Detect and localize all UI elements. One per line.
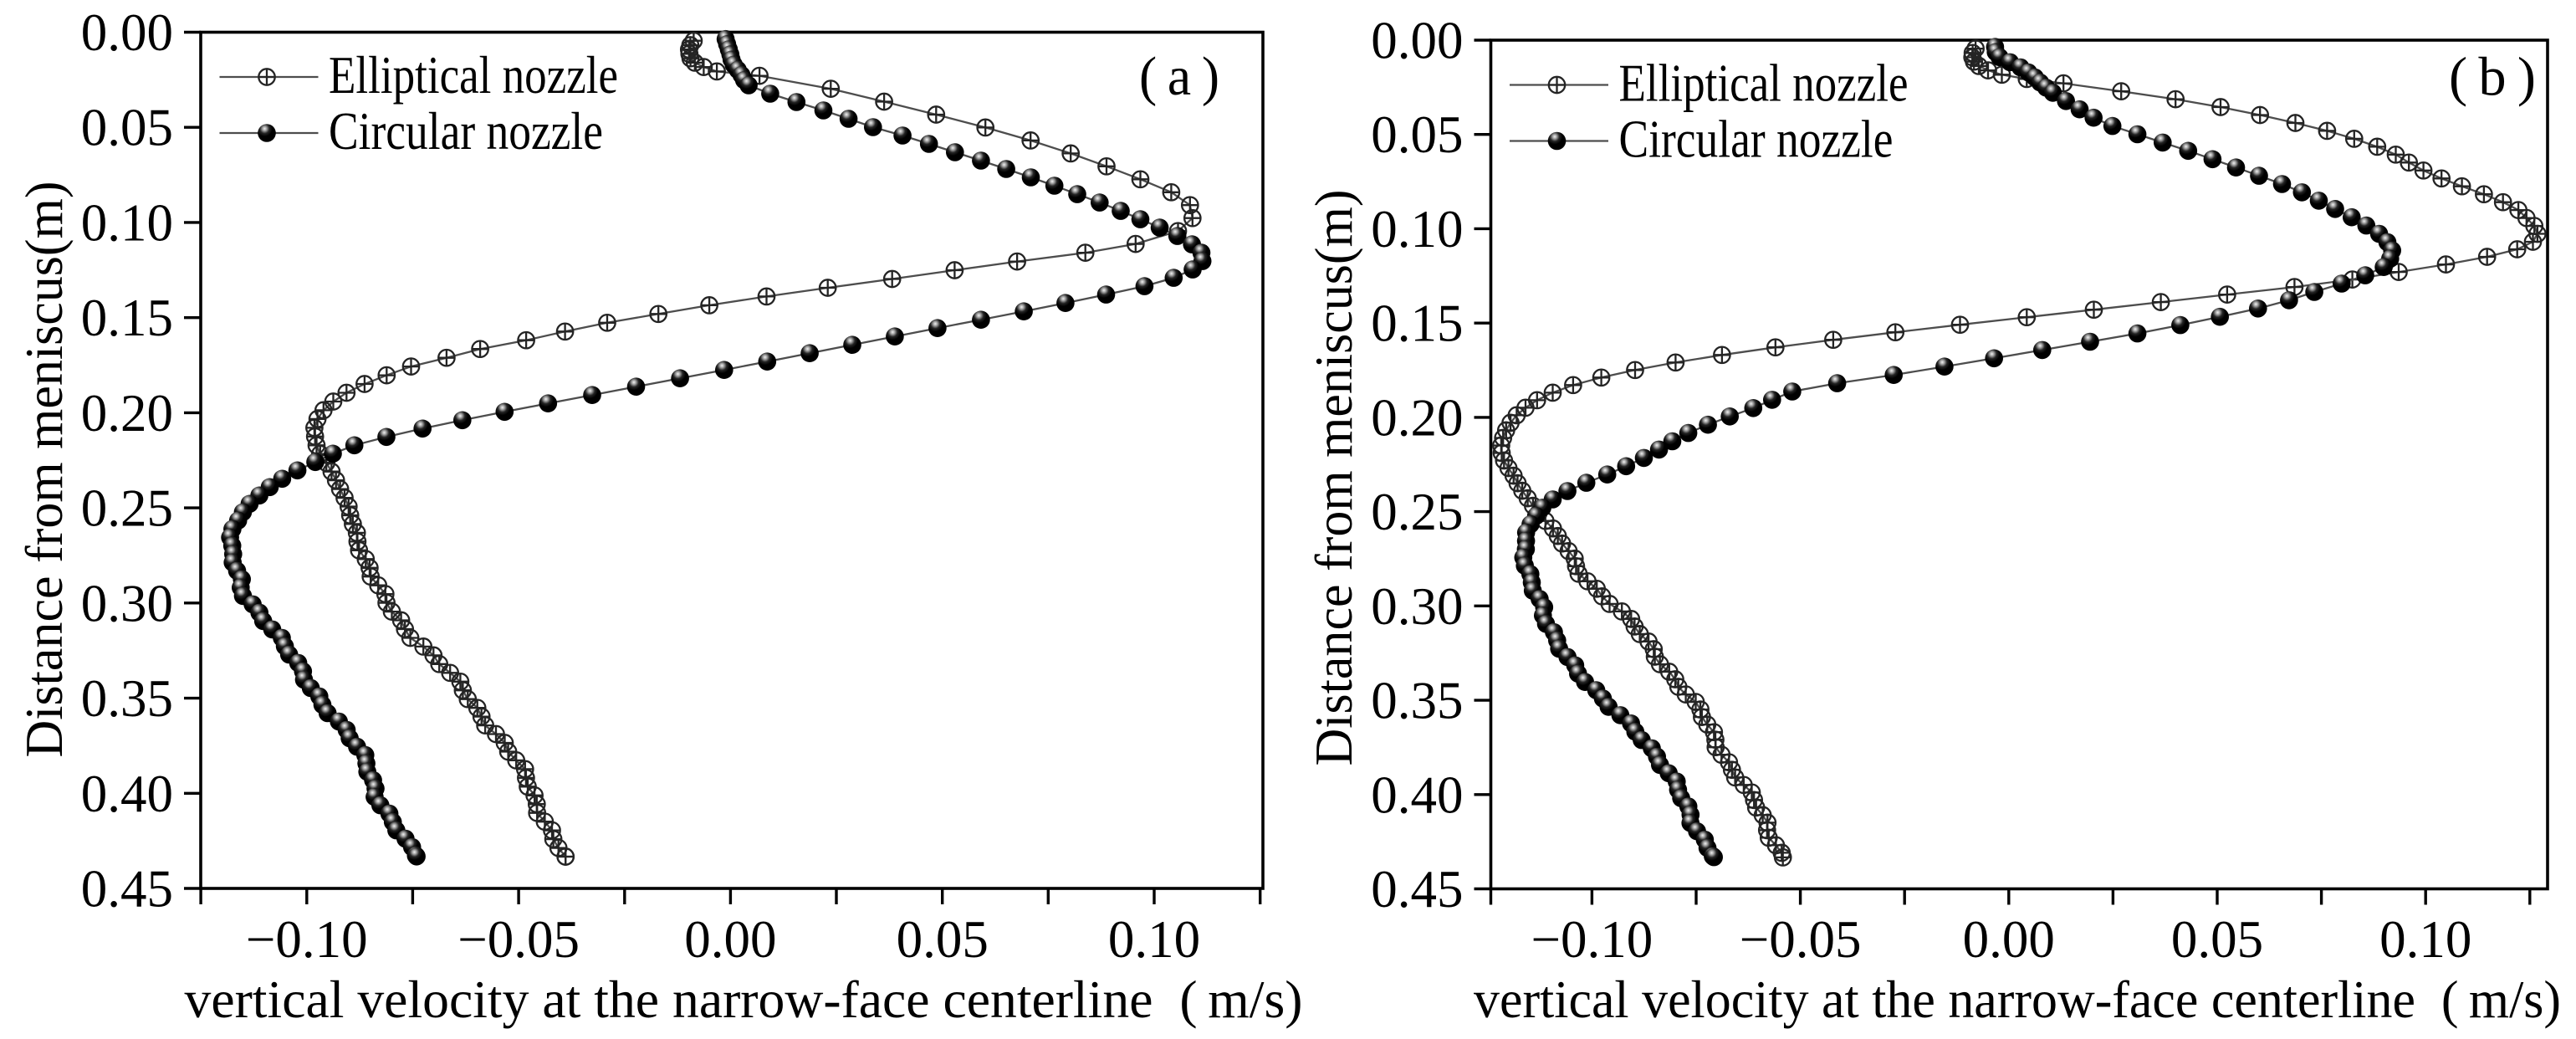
svg-text:0.30: 0.30 [1371,577,1463,636]
svg-text:0.10: 0.10 [1371,200,1463,258]
svg-text:Circular nozzle: Circular nozzle [1619,110,1894,169]
svg-text:vertical velocity at the narro: vertical velocity at the narrow-face cen… [185,970,1303,1029]
svg-text:Distance from meniscus(m): Distance from meniscus(m) [15,182,74,758]
svg-text:0.00: 0.00 [81,3,173,62]
svg-text:0.00: 0.00 [1371,12,1463,70]
svg-text:0.25: 0.25 [81,479,173,538]
svg-text:0.10: 0.10 [1108,910,1200,969]
svg-text:Distance from meniscus(m): Distance from meniscus(m) [1305,190,1363,766]
svg-text:0.15: 0.15 [81,289,173,347]
svg-text:0.00: 0.00 [1963,910,2055,969]
svg-text:0.35: 0.35 [81,669,173,728]
svg-text:0.45: 0.45 [81,860,173,919]
svg-text:Circular nozzle: Circular nozzle [329,102,603,161]
svg-text:0.25: 0.25 [1371,483,1463,541]
svg-text:0.05: 0.05 [81,99,173,157]
svg-text:−0.05: −0.05 [457,910,580,969]
svg-text:0.35: 0.35 [1371,672,1463,730]
svg-text:0.10: 0.10 [2379,910,2471,969]
svg-text:0.20: 0.20 [81,384,173,443]
svg-text:Elliptical nozzle: Elliptical nozzle [329,46,618,105]
svg-text:vertical velocity at the narro: vertical velocity at the narrow-face cen… [1474,970,2561,1029]
svg-text:0.15: 0.15 [1371,294,1463,353]
svg-text:0.00: 0.00 [684,910,776,969]
svg-text:0.40: 0.40 [81,765,173,823]
svg-text:0.20: 0.20 [1371,388,1463,447]
svg-text:0.30: 0.30 [81,574,173,632]
svg-text:0.40: 0.40 [1371,765,1463,824]
svg-text:0.05: 0.05 [2171,910,2263,969]
svg-text:−0.05: −0.05 [1740,910,1862,969]
svg-text:0.10: 0.10 [81,193,173,252]
svg-text:−0.10: −0.10 [1531,910,1653,969]
svg-text:0.05: 0.05 [1371,105,1463,164]
svg-text:0.05: 0.05 [897,910,989,969]
svg-text:( b ): ( b ) [2449,47,2536,108]
svg-text:0.45: 0.45 [1371,860,1463,919]
svg-text:−0.10: −0.10 [246,910,368,969]
svg-text:Elliptical nozzle: Elliptical nozzle [1619,54,1909,113]
svg-text:( a ): ( a ) [1139,46,1219,107]
